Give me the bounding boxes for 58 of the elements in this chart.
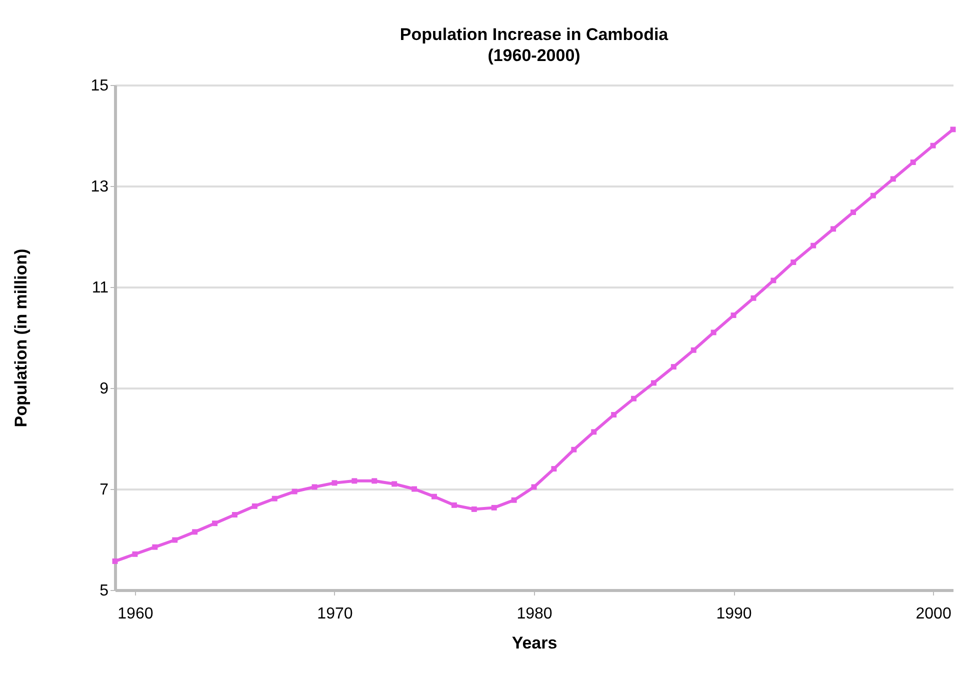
- point: [292, 488, 298, 494]
- point: [531, 484, 537, 490]
- point: [412, 486, 418, 492]
- point: [372, 478, 378, 484]
- point: [471, 506, 477, 512]
- point: [790, 260, 796, 265]
- point: [670, 364, 676, 370]
- point: [950, 126, 956, 132]
- point: [930, 142, 936, 148]
- point: [571, 446, 577, 452]
- x-axis-title: Years: [512, 634, 558, 652]
- point: [252, 503, 258, 509]
- point: [212, 520, 218, 526]
- point: [132, 551, 138, 557]
- point: [690, 347, 696, 353]
- point: [650, 380, 656, 386]
- point: [710, 330, 716, 336]
- x-tick-label: 1960: [118, 606, 154, 622]
- point: [511, 497, 517, 503]
- x-tick-label: 1990: [716, 606, 752, 622]
- point: [611, 412, 617, 418]
- point: [451, 502, 457, 508]
- point: [332, 480, 338, 486]
- point: [850, 210, 856, 215]
- point: [591, 429, 597, 435]
- y-tick-label: 9: [100, 380, 109, 398]
- point: [830, 226, 836, 232]
- point: [172, 537, 178, 543]
- point: [392, 481, 398, 487]
- y-tick-label: 13: [90, 178, 109, 196]
- point: [810, 242, 816, 248]
- point: [890, 176, 896, 182]
- y-tick-label: 11: [92, 280, 109, 296]
- point: [432, 494, 437, 500]
- point: [152, 544, 158, 550]
- y-tick-label: 15: [90, 78, 109, 94]
- point: [770, 278, 776, 284]
- y-axis-title: Population (in million): [12, 248, 31, 428]
- x-tick-label: 1970: [317, 606, 353, 622]
- point: [631, 396, 636, 402]
- y-tick-label: 7: [100, 482, 109, 498]
- point: [192, 529, 198, 535]
- y-tick-label: 5: [100, 582, 109, 600]
- point: [551, 466, 557, 472]
- chart-subtitle: (1960-2000): [488, 46, 580, 65]
- point: [232, 512, 238, 518]
- x-tick-label: 1980: [516, 606, 552, 622]
- point: [272, 496, 278, 502]
- point: [910, 160, 916, 166]
- point: [112, 558, 118, 564]
- point: [312, 484, 318, 490]
- point: [491, 504, 497, 510]
- point: [730, 312, 736, 318]
- point: [352, 478, 358, 484]
- point: [870, 192, 876, 198]
- point: [750, 295, 756, 301]
- chart-title: Population Increase in Cambodia: [400, 25, 669, 44]
- x-tick-label: 2000: [916, 606, 952, 622]
